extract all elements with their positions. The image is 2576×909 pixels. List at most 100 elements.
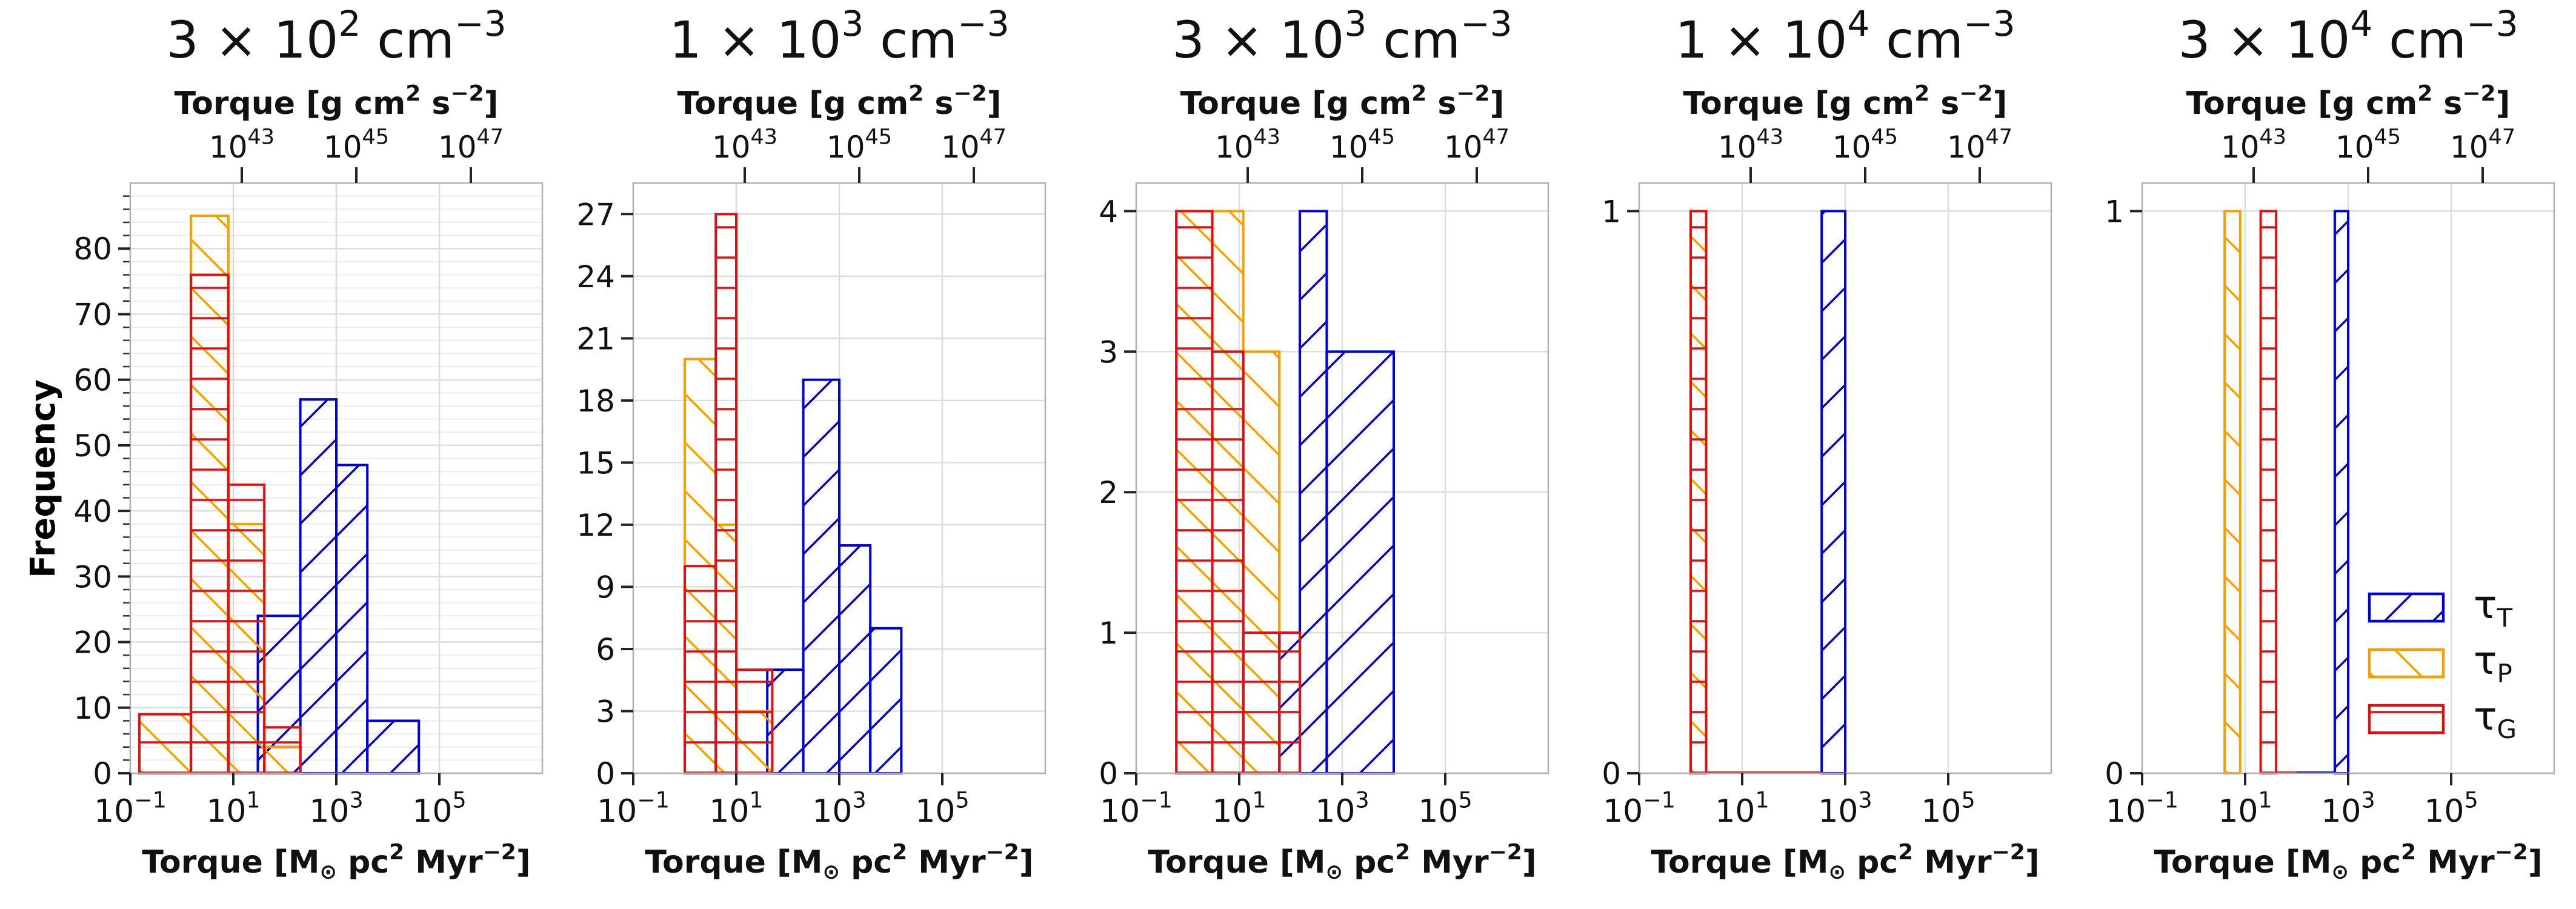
y-tick-label: 6 xyxy=(596,632,615,667)
tick-label: 1047 xyxy=(2450,125,2515,165)
tick-label: 10−1 xyxy=(1603,787,1676,830)
y-tick-label: 1 xyxy=(1099,616,1118,651)
tick-label: 101 xyxy=(2218,787,2272,830)
y-tick-label: 0 xyxy=(596,756,615,791)
panel-1: 0 10 20 30 40 50 60 70 80 10−1 101 103 105 1043 1045 10… xyxy=(73,3,544,884)
legend-swatch-P xyxy=(2368,648,2445,679)
bar xyxy=(1278,631,1301,774)
y-tick-label: 4 xyxy=(1099,194,1118,229)
bar xyxy=(366,719,421,775)
y-tick-label: 20 xyxy=(73,625,112,661)
panel-2: 0 3 6 9 12 15 18 21 24 27 10−1 101 103 105 1043 1045 104… xyxy=(576,3,1047,884)
x-axis-label: Torque [M⊙ pc2 Myr−2] xyxy=(645,840,1033,884)
series-tau-P xyxy=(2223,210,2242,774)
y-tick-label: 70 xyxy=(73,297,112,332)
tick-label: 1047 xyxy=(1444,125,1509,165)
bar xyxy=(869,627,903,775)
bar xyxy=(714,213,737,774)
tick-label: 105 xyxy=(1921,787,1975,830)
bar xyxy=(138,713,192,774)
legend-swatch-T xyxy=(2368,592,2445,623)
series-tau-T xyxy=(256,398,421,775)
x-axis-label: Torque [M⊙ pc2 Myr−2] xyxy=(1651,840,2039,884)
bar xyxy=(189,273,230,774)
y-tick-label: 3 xyxy=(1099,335,1118,370)
tick-label: 1043 xyxy=(209,125,275,165)
tick-label: 1047 xyxy=(1947,125,2012,165)
bar xyxy=(1689,210,1708,774)
y-tick-label: 60 xyxy=(73,363,112,398)
tick-label: 105 xyxy=(2424,787,2478,830)
y-tick-label: 12 xyxy=(576,508,615,543)
tick-label: 1045 xyxy=(2335,125,2401,165)
tick-label: 101 xyxy=(206,787,260,830)
bar xyxy=(299,398,338,774)
bar xyxy=(1298,210,1328,774)
tick-label: 1045 xyxy=(1832,125,1898,165)
y-tick-label: 1 xyxy=(1602,194,1621,229)
series-tau-G xyxy=(1175,210,1301,774)
bar xyxy=(1242,631,1281,774)
y-tick-label: 40 xyxy=(73,494,112,529)
top-axis-label: Torque [g cm2 s−2] xyxy=(1180,81,1505,122)
y-tick-label: 0 xyxy=(1602,756,1621,791)
bar xyxy=(838,544,872,774)
bar xyxy=(2223,210,2242,774)
y-tick-label: 10 xyxy=(73,691,112,726)
top-axis-label: Torque [g cm2 s−2] xyxy=(677,81,1002,122)
tick-label: 10−1 xyxy=(94,787,167,830)
y-tick-label: 24 xyxy=(576,259,615,295)
tick-label: 105 xyxy=(1418,787,1472,830)
y-tick-label: 21 xyxy=(576,321,615,356)
y-tick-label: 0 xyxy=(93,756,112,791)
bar xyxy=(1211,350,1245,774)
tick-label: 103 xyxy=(1818,787,1872,830)
tick-label: 103 xyxy=(812,787,866,830)
series-tau-G xyxy=(138,273,302,774)
y-tick-label: 27 xyxy=(576,197,615,232)
tick-label: 103 xyxy=(2321,787,2375,830)
tick-label: 10−1 xyxy=(1100,787,1173,830)
y-tick-label: 0 xyxy=(1099,756,1118,791)
bar xyxy=(1325,350,1395,774)
panel-title: 3 × 103 cm−3 xyxy=(1172,3,1512,70)
bar xyxy=(684,565,717,774)
tick-label: 1043 xyxy=(1215,125,1280,165)
y-axis-label: Frequency xyxy=(24,379,63,578)
panel-title: 1 × 103 cm−3 xyxy=(669,3,1009,70)
bar xyxy=(2259,210,2278,774)
y-tick-label: 30 xyxy=(73,559,112,594)
bar xyxy=(1820,210,1847,774)
y-tick-label: 15 xyxy=(576,445,615,481)
tick-label: 103 xyxy=(1315,787,1369,830)
x-axis-label: Torque [M⊙ pc2 Myr−2] xyxy=(142,840,530,884)
tick-label: 101 xyxy=(1715,787,1769,830)
legend: τT τP τG xyxy=(2368,583,2517,744)
tick-label: 1047 xyxy=(438,125,504,165)
panel-title: 3 × 104 cm−3 xyxy=(2178,3,2518,70)
tick-label: 10−1 xyxy=(597,787,670,830)
y-tick-label: 9 xyxy=(596,570,615,605)
legend-swatch-G xyxy=(2368,704,2445,734)
legend-label-G: τG xyxy=(2474,694,2517,744)
series-tau-T xyxy=(766,378,903,775)
bar xyxy=(263,726,302,774)
bar xyxy=(335,464,369,774)
tick-label: 10−1 xyxy=(2106,787,2178,830)
y-tick-label: 80 xyxy=(73,231,112,267)
top-axis-label: Torque [g cm2 s−2] xyxy=(175,81,499,122)
bar xyxy=(227,483,266,774)
legend-label-T: τT xyxy=(2474,583,2513,633)
x-axis-label: Torque [M⊙ pc2 Myr−2] xyxy=(1148,840,1536,884)
tick-label: 1043 xyxy=(712,125,777,165)
y-tick-label: 0 xyxy=(2105,756,2124,791)
tick-label: 1043 xyxy=(2221,125,2286,165)
bar xyxy=(1175,210,1214,774)
tick-label: 1047 xyxy=(941,125,1007,165)
tick-label: 1045 xyxy=(1330,125,1395,165)
panel-title: 3 × 102 cm−3 xyxy=(166,3,506,70)
